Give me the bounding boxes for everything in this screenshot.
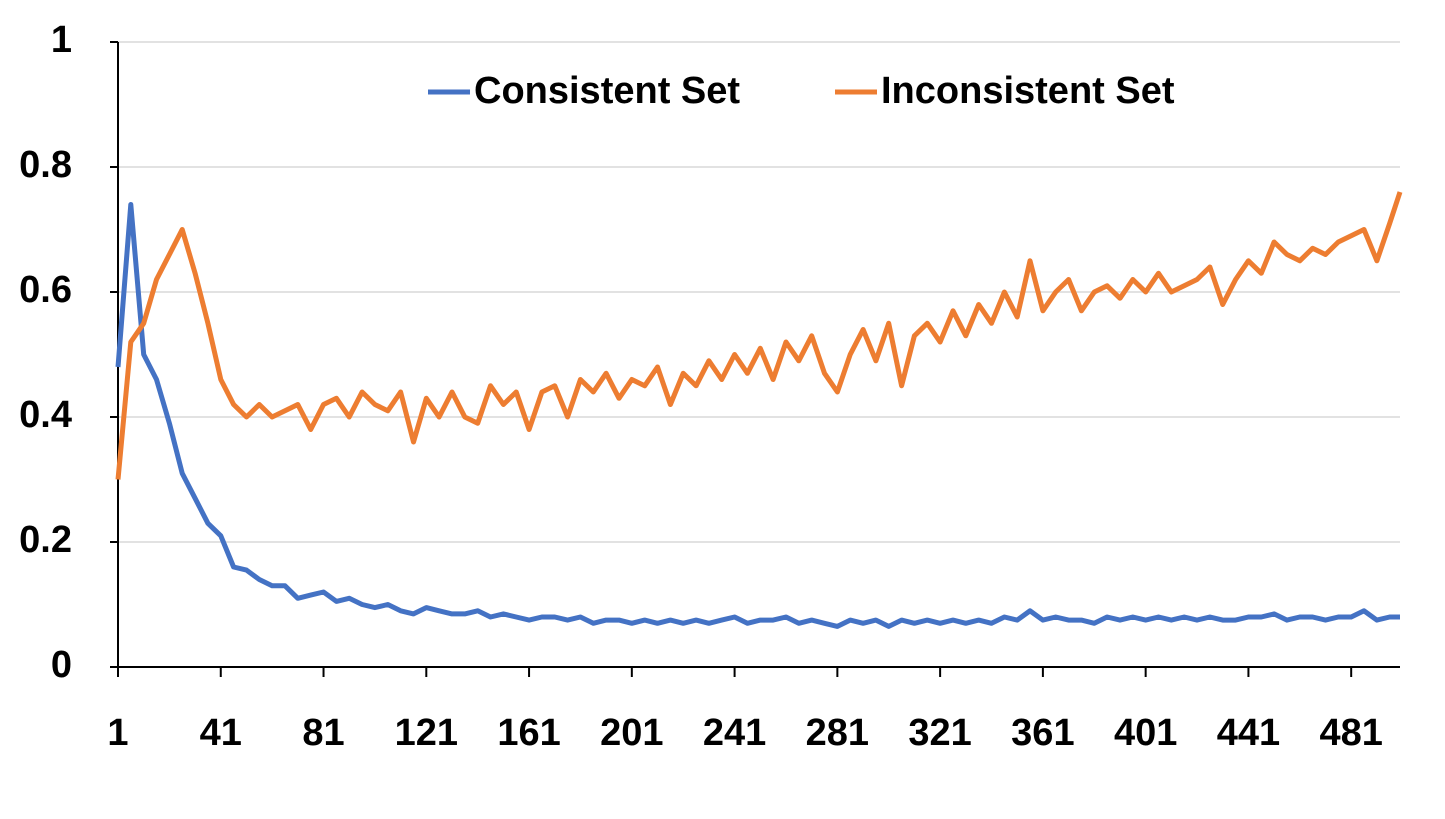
y-tick-label: 0.6 xyxy=(19,269,72,311)
x-tick-label: 161 xyxy=(497,712,560,754)
x-tick-label: 1 xyxy=(107,712,128,754)
legend-label: Inconsistent Set xyxy=(881,70,1175,112)
legend-label: Consistent Set xyxy=(474,70,740,112)
x-tick-label: 201 xyxy=(600,712,663,754)
y-tick-label: 0 xyxy=(51,644,72,686)
x-tick-label: 121 xyxy=(395,712,458,754)
x-tick-label: 441 xyxy=(1217,712,1280,754)
x-tick-label: 41 xyxy=(200,712,242,754)
x-tick-label: 361 xyxy=(1011,712,1074,754)
y-tick-label: 1 xyxy=(51,19,72,61)
series-line xyxy=(115,191,1403,480)
x-tick-label: 401 xyxy=(1114,712,1177,754)
series-line xyxy=(115,202,1400,629)
x-tick-label: 281 xyxy=(806,712,869,754)
y-tick-label: 0.4 xyxy=(19,394,72,436)
y-tick-label: 0.2 xyxy=(19,519,72,561)
x-tick-label: 481 xyxy=(1319,712,1382,754)
x-tick-label: 81 xyxy=(302,712,344,754)
x-tick-label: 241 xyxy=(703,712,766,754)
x-tick-label: 321 xyxy=(908,712,971,754)
y-tick-label: 0.8 xyxy=(19,144,72,186)
